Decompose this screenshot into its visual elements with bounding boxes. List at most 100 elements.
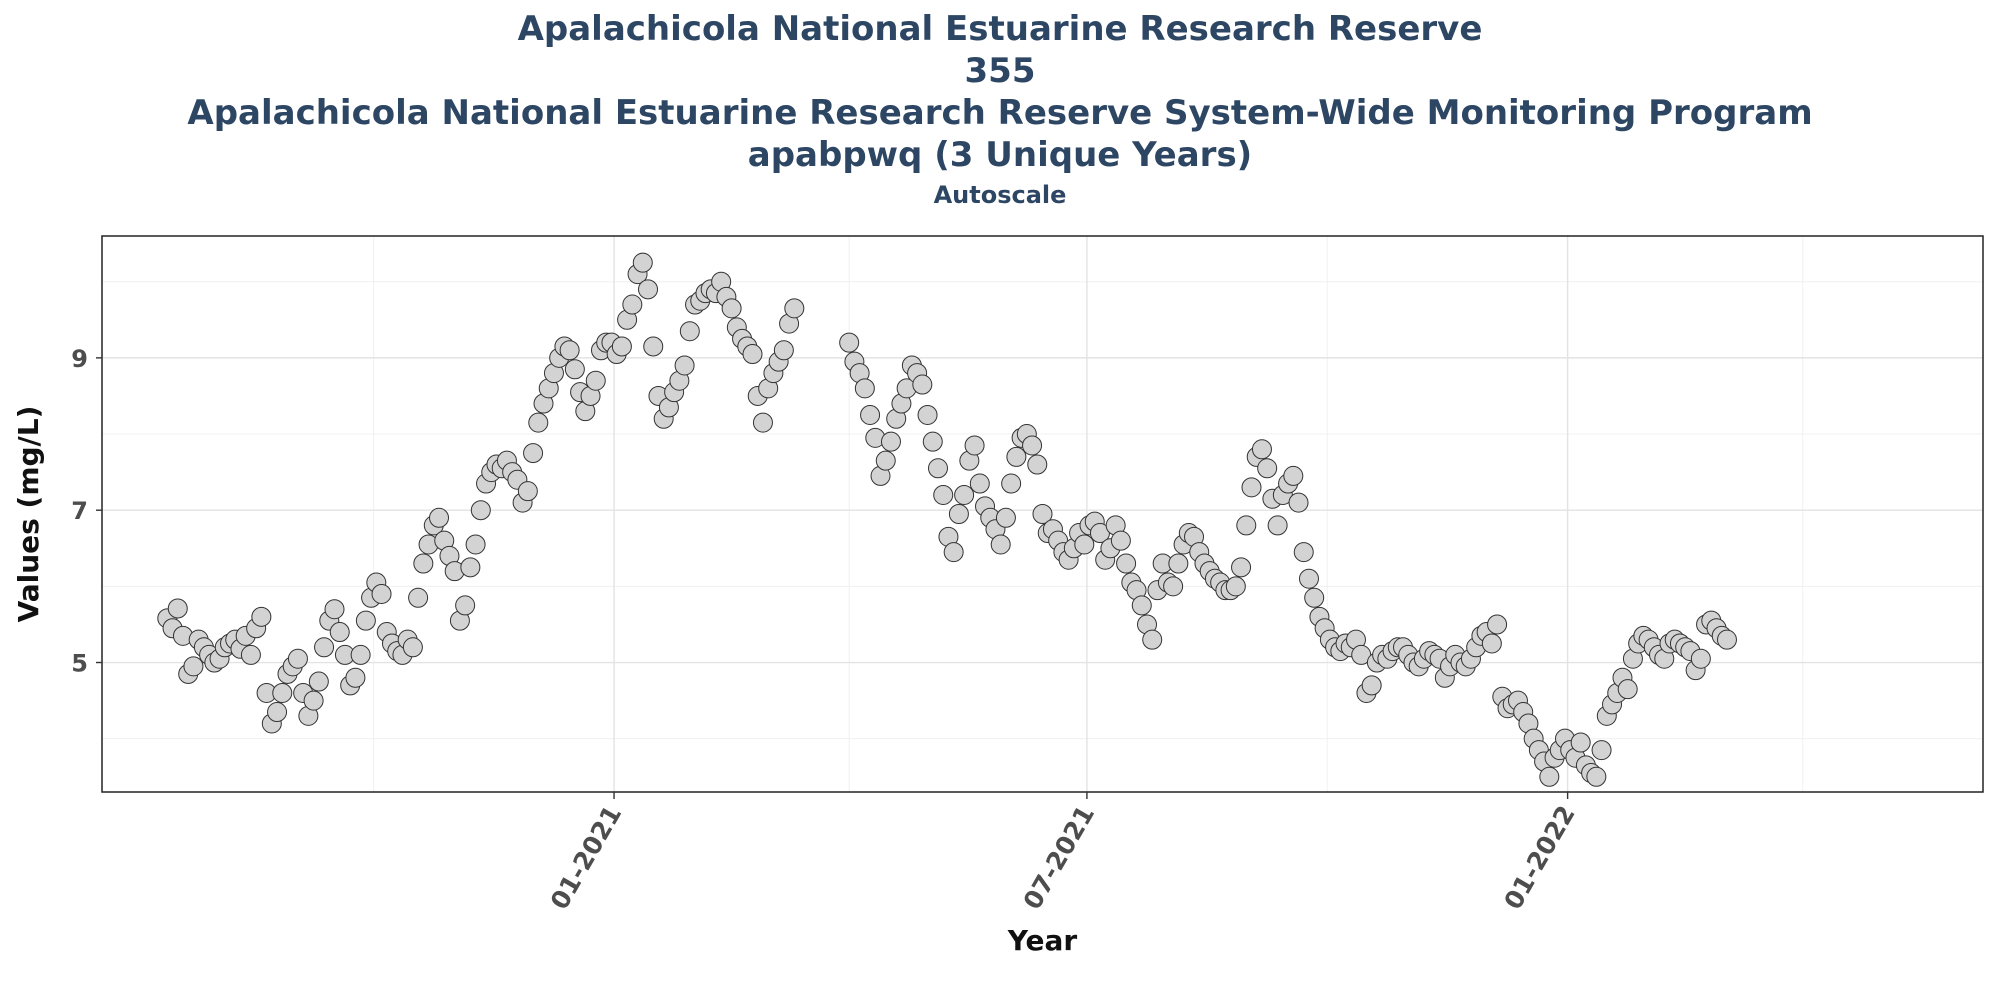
data-point bbox=[465, 534, 486, 555]
data-point bbox=[371, 583, 392, 604]
data-point bbox=[752, 412, 773, 433]
data-point bbox=[303, 690, 324, 711]
data-point bbox=[1716, 629, 1737, 650]
data-point bbox=[345, 667, 366, 688]
data-point bbox=[860, 404, 881, 425]
chart-title-line-1: Apalachicola National Estuarine Research… bbox=[517, 9, 1483, 49]
data-point bbox=[1591, 740, 1612, 761]
data-point bbox=[272, 682, 293, 703]
data-point bbox=[679, 321, 700, 342]
data-point bbox=[267, 702, 288, 723]
y-axis-title: Values (mg/L) bbox=[12, 406, 45, 623]
data-point bbox=[1481, 633, 1502, 654]
data-point bbox=[1142, 629, 1163, 650]
data-point bbox=[969, 473, 990, 494]
data-point bbox=[1539, 766, 1560, 787]
chart-title-line-2: 355 bbox=[964, 51, 1036, 91]
data-point bbox=[1001, 473, 1022, 494]
data-point bbox=[954, 484, 975, 505]
data-point bbox=[517, 481, 538, 502]
data-point bbox=[1361, 675, 1382, 696]
data-point bbox=[875, 450, 896, 471]
data-point bbox=[251, 606, 272, 627]
chart-title-block: Apalachicola National Estuarine Research… bbox=[0, 8, 2000, 210]
y-tick-label: 5 bbox=[71, 650, 88, 678]
data-point bbox=[470, 500, 491, 521]
data-point bbox=[674, 355, 695, 376]
data-point bbox=[742, 344, 763, 365]
x-tick-label: 07-2021 bbox=[1018, 801, 1100, 915]
data-point bbox=[928, 458, 948, 479]
data-point bbox=[912, 374, 933, 395]
data-point bbox=[1257, 458, 1278, 479]
data-point bbox=[839, 332, 860, 353]
data-point bbox=[1251, 439, 1272, 460]
data-point bbox=[1032, 504, 1053, 524]
data-point bbox=[721, 298, 742, 319]
data-point bbox=[1006, 446, 1027, 467]
data-point bbox=[523, 443, 544, 464]
data-point bbox=[1586, 766, 1607, 787]
data-point bbox=[611, 336, 632, 357]
data-point bbox=[324, 599, 345, 620]
data-point bbox=[933, 484, 954, 505]
data-point bbox=[1690, 648, 1711, 669]
data-point bbox=[948, 504, 969, 524]
data-point bbox=[1116, 553, 1137, 574]
chart-subtitle: Autoscale bbox=[933, 181, 1067, 209]
data-point bbox=[1074, 534, 1095, 555]
data-point bbox=[308, 671, 329, 692]
data-point bbox=[1288, 492, 1309, 513]
data-point bbox=[773, 340, 794, 361]
data-point bbox=[287, 648, 308, 669]
data-point bbox=[638, 279, 659, 300]
points-layer bbox=[157, 252, 1737, 787]
data-point bbox=[1027, 454, 1048, 475]
data-point bbox=[408, 587, 429, 608]
data-point bbox=[1241, 477, 1262, 498]
data-point bbox=[1283, 465, 1304, 486]
data-point bbox=[329, 622, 350, 643]
x-tick-label: 01-2022 bbox=[1498, 801, 1580, 915]
data-point bbox=[314, 637, 335, 658]
data-point bbox=[1225, 576, 1246, 597]
data-point bbox=[1168, 553, 1189, 574]
data-point bbox=[564, 359, 585, 380]
data-point bbox=[429, 507, 450, 528]
data-point bbox=[355, 610, 376, 631]
data-point bbox=[1304, 587, 1325, 608]
data-point bbox=[402, 637, 423, 658]
chart-title-line-4: apabpwq (3 Unique Years) bbox=[747, 135, 1253, 175]
data-point bbox=[460, 557, 481, 578]
data-point bbox=[1298, 568, 1319, 589]
data-point bbox=[455, 595, 476, 616]
y-tick-label: 9 bbox=[71, 345, 88, 373]
data-point bbox=[917, 404, 938, 425]
data-point bbox=[1267, 515, 1288, 536]
data-point bbox=[995, 507, 1016, 528]
data-point bbox=[1293, 542, 1314, 563]
data-point bbox=[784, 298, 805, 319]
x-axis-title: Year bbox=[1007, 924, 1078, 957]
chart-title-line-3: Apalachicola National Estuarine Research… bbox=[187, 93, 1813, 133]
data-point bbox=[413, 553, 434, 574]
data-point bbox=[632, 252, 653, 273]
data-point bbox=[1231, 557, 1252, 578]
data-point bbox=[1236, 515, 1257, 536]
data-point bbox=[964, 435, 985, 456]
data-point bbox=[1617, 679, 1638, 700]
x-tick-label: 01-2021 bbox=[545, 801, 627, 915]
axis-layer: 5 7 9 01-2021 07-2021 01-2022 bbox=[71, 345, 1581, 915]
data-point bbox=[528, 412, 549, 433]
data-point bbox=[922, 431, 943, 452]
data-point bbox=[943, 542, 964, 563]
data-point bbox=[167, 598, 188, 619]
data-point bbox=[1110, 530, 1131, 551]
data-point bbox=[643, 336, 664, 357]
data-point bbox=[1570, 732, 1591, 753]
data-point bbox=[880, 431, 901, 452]
data-point bbox=[622, 294, 643, 315]
data-point bbox=[1163, 576, 1184, 597]
y-tick-label: 7 bbox=[71, 497, 88, 525]
